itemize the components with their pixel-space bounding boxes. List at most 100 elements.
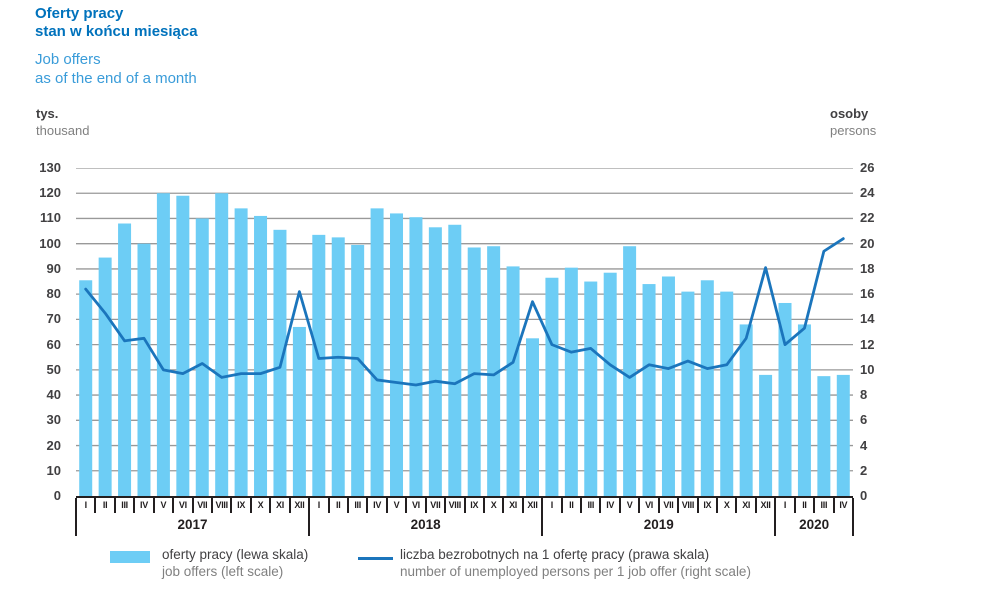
tick-right-8: 8 — [860, 387, 868, 403]
month-label-2018-IV: IV — [373, 500, 382, 510]
month-label-2020-II: II — [802, 500, 807, 510]
tick-right-16: 16 — [860, 286, 875, 302]
month-label-2018-VII: VII — [430, 500, 441, 510]
tick-left-70: 70 — [46, 311, 61, 327]
month-label-2018-VI: VI — [411, 500, 420, 510]
month-label-2019-V: V — [626, 500, 633, 510]
year-label-2018: 2018 — [410, 517, 441, 532]
month-label-2019-IX: IX — [703, 500, 712, 510]
bar-XII-11 — [292, 326, 306, 496]
month-label-2019-XII: XII — [760, 500, 771, 510]
x-year-boundary-tick — [75, 498, 77, 536]
tick-left-80: 80 — [46, 286, 61, 302]
bar-I-36 — [778, 302, 792, 496]
bar-IX-20 — [467, 247, 481, 496]
month-label-2019-VIII: VIII — [681, 500, 695, 510]
x-month-tick — [618, 498, 621, 513]
month-label-2018-I: I — [317, 500, 321, 510]
month-label-2019-VI: VI — [645, 500, 653, 510]
bar-XI-22 — [506, 266, 520, 496]
month-label-2018-IX: IX — [470, 500, 479, 510]
legend-line-swatch — [358, 557, 393, 560]
bar-V-16 — [390, 213, 404, 496]
tick-left-0: 0 — [53, 488, 61, 503]
legend-bar-entry: oferty pracy (lewa skala) job offers (le… — [162, 546, 308, 580]
x-month-tick — [269, 498, 272, 513]
x-month-tick — [716, 498, 719, 513]
bar-V-28 — [623, 246, 637, 496]
tick-right-20: 20 — [860, 235, 875, 251]
tick-left-110: 110 — [40, 210, 61, 226]
page-title: Oferty pracy — [35, 5, 124, 22]
bar-IX-8 — [234, 208, 248, 496]
bar-III-38 — [817, 376, 831, 496]
legend-bar-swatch — [110, 551, 150, 563]
bar-I-24 — [545, 277, 559, 496]
tick-left-40: 40 — [46, 387, 61, 403]
bar-III-26 — [584, 281, 598, 496]
bar-VII-6 — [195, 218, 209, 496]
tick-right-10: 10 — [860, 361, 875, 377]
bar-VI-29 — [642, 284, 656, 496]
right-axis-unit-pl: osoby — [830, 106, 869, 121]
month-label-2019-II: II — [569, 500, 574, 510]
month-label-2019-XI: XI — [742, 500, 751, 510]
page-title-en: Job offers — [35, 51, 101, 68]
x-month-tick — [638, 498, 641, 513]
year-label-2017: 2017 — [177, 517, 208, 532]
month-label-2017-VII: VII — [197, 500, 208, 510]
x-month-tick — [580, 498, 583, 513]
x-month-tick — [113, 498, 116, 513]
page-subtitle-en: as of the end of a month — [35, 70, 197, 87]
bar-III-2 — [118, 223, 132, 496]
tick-left-120: 120 — [39, 185, 61, 201]
legend-bar-label-pl: oferty pracy (lewa skala) — [162, 547, 309, 562]
month-label-2017-IV: IV — [140, 500, 148, 510]
x-year-boundary-tick — [308, 498, 311, 536]
bar-X-33 — [720, 291, 734, 496]
month-label-2018-XII: XII — [527, 500, 538, 510]
x-month-tick — [366, 498, 369, 513]
x-month-tick — [813, 498, 816, 513]
month-label-2017-IX: IX — [237, 500, 246, 510]
x-month-tick — [172, 498, 175, 513]
bar-XII-35 — [759, 374, 773, 496]
tick-left-50: 50 — [46, 361, 61, 377]
bar-VI-17 — [409, 217, 423, 496]
bar-IV-15 — [370, 208, 384, 496]
x-month-tick — [288, 498, 291, 513]
x-month-tick — [657, 498, 660, 513]
bar-VII-30 — [661, 276, 675, 496]
tick-left-10: 10 — [46, 462, 61, 478]
bar-VI-5 — [176, 195, 190, 496]
month-label-2017-VIII: VIII — [215, 500, 229, 510]
month-label-2019-I: I — [550, 500, 554, 510]
bar-I-0 — [79, 280, 93, 496]
x-month-tick — [249, 498, 252, 513]
bar-II-37 — [797, 324, 811, 496]
bar-IX-32 — [700, 280, 714, 496]
left-axis-unit-en: thousand — [36, 123, 90, 138]
tick-left-90: 90 — [46, 260, 61, 276]
x-month-tick — [521, 498, 524, 513]
x-year-boundary-tick — [774, 498, 777, 536]
year-label-2019: 2019 — [643, 517, 674, 532]
month-label-2019-X: X — [723, 500, 730, 510]
month-label-2018-II: II — [336, 500, 341, 510]
month-label-2017-III: III — [121, 500, 128, 510]
tick-right-6: 6 — [860, 412, 868, 428]
tick-right-22: 22 — [860, 210, 875, 226]
left-axis-unit-pl: tys. — [36, 106, 59, 121]
bar-IV-39 — [836, 374, 850, 496]
bar-X-9 — [254, 215, 268, 496]
month-label-2018-III: III — [354, 500, 361, 510]
plot-area — [76, 168, 853, 496]
page-subtitle: stan w końcu miesiąca — [35, 23, 198, 40]
x-month-tick — [735, 498, 738, 513]
right-axis-unit: osoby persons — [830, 105, 876, 139]
x-axis-line — [76, 496, 853, 498]
month-label-2017-XI: XI — [276, 500, 284, 510]
bar-II-1 — [98, 257, 112, 496]
month-label-2019-IV: IV — [606, 500, 615, 510]
